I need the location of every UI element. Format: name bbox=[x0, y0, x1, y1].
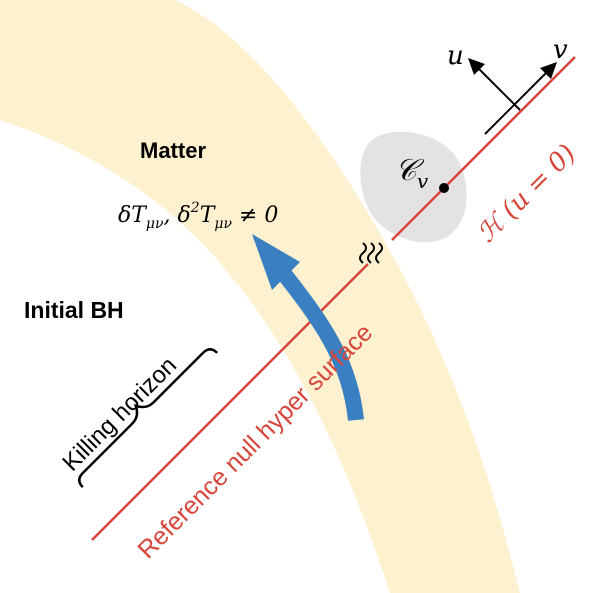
matter-flow-arrow bbox=[278, 270, 364, 421]
initial-bh-label: Initial BH bbox=[24, 297, 124, 323]
axis-u-line bbox=[475, 65, 521, 111]
killing-horizon-label: Killing horizon bbox=[57, 352, 182, 477]
axis-v-label: v bbox=[553, 35, 568, 65]
matter-flow-arrowhead-icon bbox=[252, 234, 300, 290]
cross-section-blob bbox=[360, 131, 467, 243]
axis-u-label: u bbox=[447, 41, 464, 71]
matter-band bbox=[0, 0, 520, 593]
horizon-line-lower bbox=[91, 263, 369, 541]
coordinate-axes bbox=[475, 65, 549, 135]
perturbation-label: δTμν, δ2Tμν ≠ 0 bbox=[118, 200, 278, 232]
horizon-line-upper bbox=[391, 56, 576, 241]
matter-label: Matter bbox=[140, 138, 206, 163]
cross-section-point bbox=[439, 183, 449, 193]
gap-marker-icon bbox=[359, 242, 383, 264]
axis-v-arrowhead-icon bbox=[540, 62, 557, 79]
killing-horizon-brace bbox=[78, 348, 219, 489]
axis-u-arrowhead-icon bbox=[468, 58, 485, 75]
horizon-equation-label: ℋ (u = 0) bbox=[472, 139, 582, 249]
axis-v-line bbox=[484, 70, 549, 135]
